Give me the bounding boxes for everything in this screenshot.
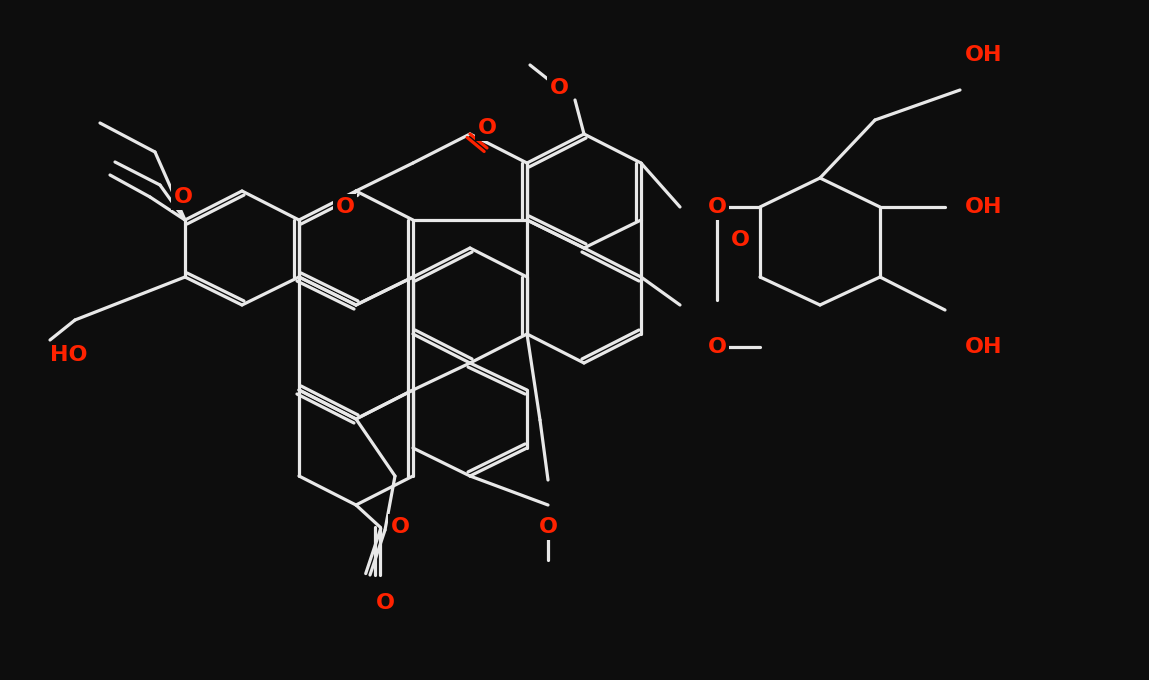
Text: O: O (173, 187, 193, 207)
Text: O: O (708, 337, 726, 357)
Text: O: O (731, 230, 749, 250)
Text: O: O (391, 517, 409, 537)
Text: O: O (539, 517, 557, 537)
Text: OH: OH (965, 197, 1002, 217)
Text: O: O (539, 517, 557, 537)
Text: O: O (376, 593, 394, 613)
Text: O: O (336, 197, 355, 217)
Text: O: O (376, 593, 394, 613)
Text: O: O (708, 197, 726, 217)
Text: O: O (391, 517, 409, 537)
Text: O: O (478, 118, 496, 138)
Text: O: O (173, 187, 193, 207)
Text: O: O (549, 78, 569, 98)
Text: OH: OH (965, 337, 1002, 357)
Text: O: O (708, 337, 726, 357)
Text: OH: OH (965, 45, 1002, 65)
Text: HO: HO (51, 345, 87, 365)
